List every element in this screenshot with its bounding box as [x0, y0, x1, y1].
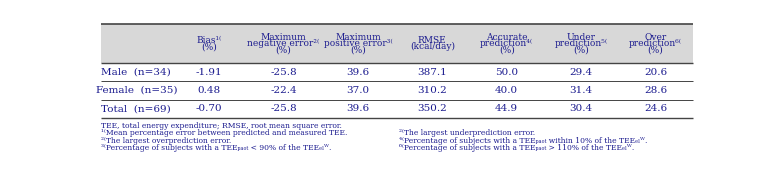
- Text: 39.6: 39.6: [346, 104, 369, 113]
- Text: RMSE: RMSE: [418, 36, 447, 45]
- Text: Maximum: Maximum: [335, 33, 381, 42]
- Text: 40.0: 40.0: [495, 86, 519, 95]
- Text: 29.4: 29.4: [570, 68, 593, 76]
- Text: -1.91: -1.91: [196, 68, 222, 76]
- Text: Under: Under: [567, 33, 596, 42]
- Bar: [101, 24, 693, 63]
- Text: Total  (n=69): Total (n=69): [101, 104, 171, 113]
- Text: 31.4: 31.4: [570, 86, 593, 95]
- Text: ⁶⁽Percentage of subjects with a TEEₚₐₒₜ > 110% of the TEEₑₗᵂ.: ⁶⁽Percentage of subjects with a TEEₚₐₒₜ …: [399, 144, 634, 152]
- Text: (%): (%): [574, 45, 589, 54]
- Text: 37.0: 37.0: [346, 86, 369, 95]
- Text: -25.8: -25.8: [270, 68, 297, 76]
- Text: (kcal/day): (kcal/day): [409, 42, 455, 51]
- Text: 0.48: 0.48: [197, 86, 221, 95]
- Text: Over: Over: [645, 33, 666, 42]
- Text: negative error²⁽: negative error²⁽: [248, 39, 320, 48]
- Text: 387.1: 387.1: [417, 68, 447, 76]
- Text: 28.6: 28.6: [644, 86, 667, 95]
- Text: Maximum: Maximum: [261, 33, 307, 42]
- Text: 310.2: 310.2: [417, 86, 447, 95]
- Text: ²⁽The largest overprediction error.: ²⁽The largest overprediction error.: [101, 137, 231, 145]
- Text: ³⁽Percentage of subjects with a TEEₚₐₒₜ < 90% of the TEEₑₗᵂ.: ³⁽Percentage of subjects with a TEEₚₐₒₜ …: [101, 144, 332, 152]
- Text: -22.4: -22.4: [270, 86, 297, 95]
- Text: Female  (n=35): Female (n=35): [95, 86, 177, 95]
- Text: Male  (n=34): Male (n=34): [101, 68, 171, 76]
- Text: 30.4: 30.4: [570, 104, 593, 113]
- Bar: [101, 63, 693, 81]
- Text: 20.6: 20.6: [644, 68, 667, 76]
- Text: positive error³⁽: positive error³⁽: [324, 39, 392, 48]
- Bar: [101, 100, 693, 118]
- Text: TEE, total energy expenditure; RMSE, root mean square error.: TEE, total energy expenditure; RMSE, roo…: [101, 122, 342, 130]
- Text: 50.0: 50.0: [495, 68, 519, 76]
- Bar: [101, 118, 693, 174]
- Text: prediction⁶⁽: prediction⁶⁽: [629, 39, 682, 48]
- Text: 350.2: 350.2: [417, 104, 447, 113]
- Text: (%): (%): [648, 45, 663, 54]
- Bar: [101, 81, 693, 100]
- Text: prediction⁴⁽: prediction⁴⁽: [480, 39, 533, 48]
- Text: (%): (%): [276, 45, 291, 54]
- Text: Bias¹⁽: Bias¹⁽: [197, 36, 221, 45]
- Text: ⁴⁽Percentage of subjects with a TEEₚₐₒₜ within 10% of the TEEₑₗᵂ.: ⁴⁽Percentage of subjects with a TEEₚₐₒₜ …: [399, 137, 647, 145]
- Text: 24.6: 24.6: [644, 104, 667, 113]
- Text: (%): (%): [499, 45, 515, 54]
- Text: 44.9: 44.9: [495, 104, 519, 113]
- Text: -0.70: -0.70: [196, 104, 222, 113]
- Text: prediction⁵⁽: prediction⁵⁽: [554, 39, 608, 48]
- Text: ²⁽The largest underprediction error.: ²⁽The largest underprediction error.: [399, 129, 535, 137]
- Text: (%): (%): [201, 42, 217, 51]
- Text: Accurate: Accurate: [486, 33, 527, 42]
- Text: ¹⁽Mean percentage error between predicted and measured TEE.: ¹⁽Mean percentage error between predicte…: [101, 129, 348, 137]
- Text: -25.8: -25.8: [270, 104, 297, 113]
- Text: 39.6: 39.6: [346, 68, 369, 76]
- Text: (%): (%): [350, 45, 366, 54]
